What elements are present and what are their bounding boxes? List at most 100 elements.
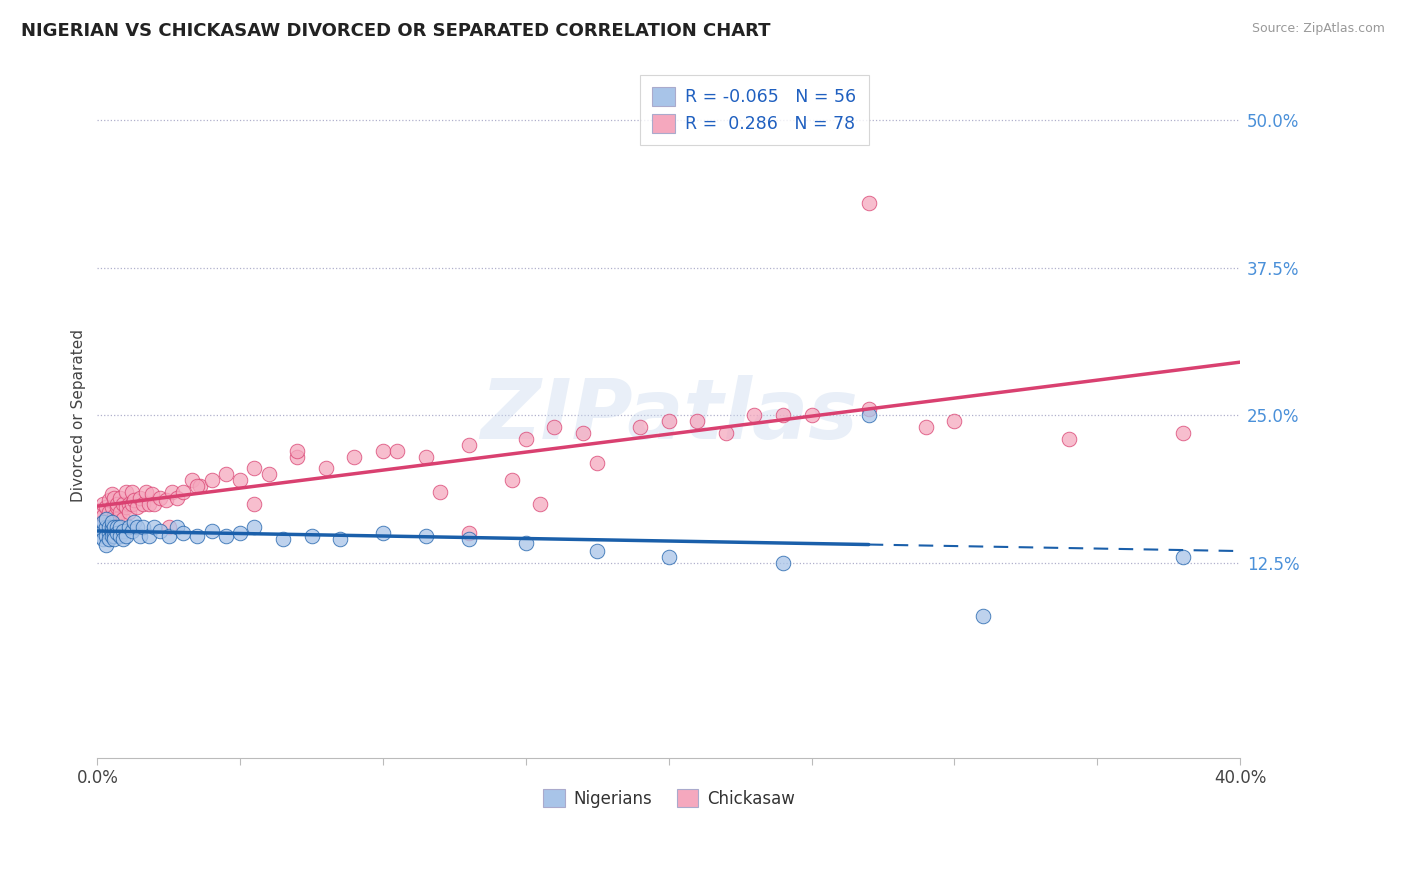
Point (94, 529, 117, 543)
Point (115, 485, 138, 500)
Point (529, 497, 551, 511)
Point (285, 450, 308, 464)
Point (343, 450, 366, 464)
Point (121, 497, 143, 511)
Legend: Nigerians, Chickasaw: Nigerians, Chickasaw (536, 782, 801, 814)
Point (457, 438, 479, 452)
Point (89, 516, 111, 531)
Point (586, 544, 609, 558)
Point (1171, 549, 1194, 564)
Point (972, 609, 994, 624)
Point (943, 414, 966, 428)
Point (89, 529, 111, 543)
Point (172, 526, 194, 541)
Point (100, 529, 122, 543)
Point (166, 520, 188, 534)
Point (91, 533, 114, 547)
Point (301, 529, 323, 543)
Point (94, 538, 117, 552)
Point (772, 409, 794, 423)
Point (858, 409, 880, 423)
Point (94, 500, 117, 515)
Point (658, 414, 681, 428)
Point (744, 409, 766, 423)
Point (112, 512, 135, 526)
Point (132, 497, 155, 511)
Point (108, 491, 131, 505)
Point (1171, 425, 1194, 440)
Text: NIGERIAN VS CHICKASAW DIVORCED OR SEPARATED CORRELATION CHART: NIGERIAN VS CHICKASAW DIVORCED OR SEPARA… (21, 22, 770, 40)
Point (105, 497, 128, 511)
Point (97, 520, 120, 534)
Point (108, 529, 131, 543)
Point (714, 425, 737, 440)
Point (858, 402, 880, 417)
Point (387, 443, 409, 458)
Point (457, 533, 479, 547)
Point (129, 529, 152, 543)
Text: Source: ZipAtlas.com: Source: ZipAtlas.com (1251, 22, 1385, 36)
Point (127, 520, 149, 534)
Point (329, 533, 352, 547)
Point (124, 493, 146, 508)
Point (121, 524, 143, 538)
Point (141, 487, 163, 501)
Point (129, 491, 152, 505)
Point (457, 526, 479, 541)
Point (186, 529, 208, 543)
Point (160, 485, 183, 500)
Point (97, 505, 120, 519)
Point (371, 443, 394, 458)
Point (243, 461, 266, 475)
Point (112, 497, 135, 511)
Point (135, 485, 157, 500)
Point (186, 479, 208, 493)
Point (149, 491, 172, 505)
Point (97, 533, 120, 547)
Point (121, 485, 143, 500)
Point (124, 515, 146, 529)
Point (143, 497, 166, 511)
Point (138, 497, 160, 511)
Point (89, 520, 111, 534)
Point (103, 529, 125, 543)
Point (103, 533, 125, 547)
Point (285, 443, 308, 458)
Point (201, 473, 224, 487)
Point (100, 515, 122, 529)
Y-axis label: Divorced or Separated: Divorced or Separated (72, 329, 86, 502)
Point (94, 512, 117, 526)
Point (97, 526, 120, 541)
Point (172, 485, 194, 500)
Point (100, 520, 122, 534)
Point (515, 432, 537, 446)
Point (105, 512, 128, 526)
Point (94, 520, 117, 534)
Point (501, 473, 523, 487)
Point (180, 473, 202, 487)
Point (257, 467, 280, 482)
Point (772, 556, 794, 570)
Point (91, 497, 114, 511)
Point (1057, 432, 1080, 446)
Point (91, 515, 114, 529)
Point (118, 505, 141, 519)
Point (115, 529, 138, 543)
Point (315, 461, 337, 475)
Point (155, 493, 177, 508)
Point (105, 520, 128, 534)
Text: ZIPatlas: ZIPatlas (479, 375, 858, 456)
Point (157, 529, 180, 543)
Point (229, 473, 252, 487)
Point (118, 497, 141, 511)
Point (658, 549, 681, 564)
Point (105, 526, 128, 541)
Point (201, 524, 224, 538)
Point (103, 508, 125, 523)
Point (415, 450, 437, 464)
Point (858, 195, 880, 210)
Point (166, 491, 188, 505)
Point (108, 505, 131, 519)
Point (628, 420, 651, 434)
Point (686, 414, 709, 428)
